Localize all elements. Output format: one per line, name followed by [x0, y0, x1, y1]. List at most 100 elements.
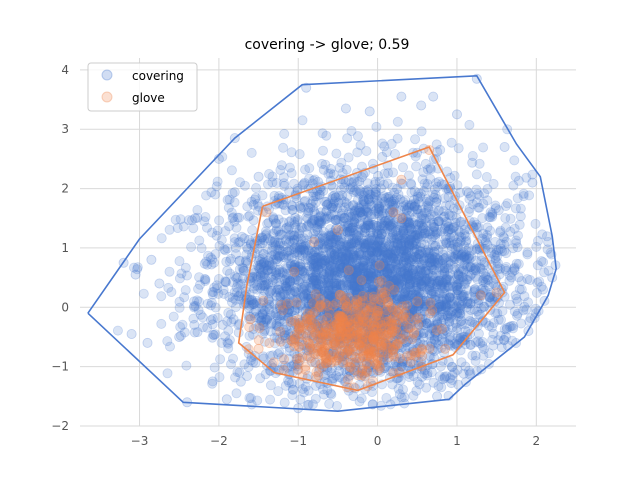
point-covering: [422, 318, 433, 329]
point-covering: [189, 300, 200, 311]
point-covering: [406, 200, 417, 211]
point-covering: [156, 291, 167, 302]
point-covering: [452, 295, 463, 306]
point-glove: [278, 364, 289, 375]
point-covering: [367, 338, 378, 349]
point-covering: [465, 304, 476, 315]
point-glove: [278, 354, 289, 365]
point-covering: [179, 292, 190, 303]
point-covering: [295, 264, 306, 275]
point-covering: [403, 273, 414, 284]
point-covering: [363, 249, 374, 260]
point-covering: [192, 327, 203, 338]
point-covering: [385, 312, 396, 323]
point-covering: [300, 296, 311, 307]
point-covering: [359, 243, 370, 254]
point-covering: [371, 121, 382, 132]
point-covering: [342, 349, 353, 360]
point-covering: [416, 204, 427, 215]
point-covering: [375, 323, 386, 334]
point-covering: [380, 349, 391, 360]
point-covering: [387, 271, 398, 282]
point-covering: [375, 326, 386, 337]
point-covering: [527, 177, 538, 188]
point-covering: [366, 211, 377, 222]
point-covering: [345, 223, 356, 234]
point-covering: [252, 260, 263, 271]
point-covering: [430, 294, 441, 305]
point-covering: [400, 284, 411, 295]
point-covering: [299, 283, 310, 294]
point-covering: [274, 316, 285, 327]
point-covering: [336, 339, 347, 350]
point-covering: [194, 235, 205, 246]
point-covering: [354, 288, 365, 299]
point-covering: [359, 332, 370, 343]
point-covering: [530, 218, 541, 229]
point-covering: [476, 290, 487, 301]
point-covering: [372, 312, 383, 323]
point-covering: [378, 315, 389, 326]
point-covering: [306, 217, 317, 228]
point-covering: [290, 259, 301, 270]
y-tick-label: 2: [61, 182, 69, 196]
point-covering: [393, 259, 404, 270]
point-covering: [431, 178, 442, 189]
point-covering: [342, 133, 353, 144]
point-covering: [488, 340, 499, 351]
point-covering: [246, 299, 257, 310]
point-covering: [490, 236, 501, 247]
point-covering: [411, 307, 422, 318]
point-covering: [369, 264, 380, 275]
point-covering: [444, 292, 455, 303]
point-covering: [208, 330, 219, 341]
point-covering: [290, 266, 301, 277]
point-covering: [280, 280, 291, 291]
point-covering: [324, 245, 335, 256]
point-covering: [392, 239, 403, 250]
point-glove: [344, 344, 355, 355]
point-covering: [416, 126, 427, 137]
point-covering: [437, 269, 448, 280]
point-covering: [207, 332, 218, 343]
point-covering: [335, 237, 346, 248]
point-covering: [343, 313, 354, 324]
point-covering: [512, 308, 523, 319]
point-covering: [537, 229, 548, 240]
point-covering: [384, 220, 395, 231]
point-covering: [446, 228, 457, 239]
point-covering: [446, 378, 457, 389]
point-covering: [395, 327, 406, 338]
point-covering: [281, 222, 292, 233]
point-covering: [380, 247, 391, 258]
point-covering: [365, 227, 376, 238]
point-covering: [527, 169, 538, 180]
point-covering: [388, 207, 399, 218]
point-covering: [457, 271, 468, 282]
point-covering: [367, 219, 378, 230]
point-covering: [189, 327, 200, 338]
point-covering: [360, 345, 371, 356]
point-covering: [311, 311, 322, 322]
point-covering: [488, 317, 499, 328]
point-glove: [377, 287, 388, 298]
point-covering: [365, 220, 376, 231]
point-covering: [470, 255, 481, 266]
point-covering: [391, 275, 402, 286]
point-covering: [284, 186, 295, 197]
point-covering: [426, 296, 437, 307]
point-covering: [299, 267, 310, 278]
point-covering: [243, 234, 254, 245]
point-covering: [413, 282, 424, 293]
point-covering: [314, 215, 325, 226]
point-covering: [532, 260, 543, 271]
point-covering: [456, 319, 467, 330]
point-covering: [311, 191, 322, 202]
point-covering: [458, 276, 469, 287]
point-covering: [210, 189, 221, 200]
point-covering: [411, 219, 422, 230]
point-covering: [370, 285, 381, 296]
point-glove: [392, 326, 403, 337]
point-covering: [209, 362, 220, 373]
point-covering: [456, 216, 467, 227]
